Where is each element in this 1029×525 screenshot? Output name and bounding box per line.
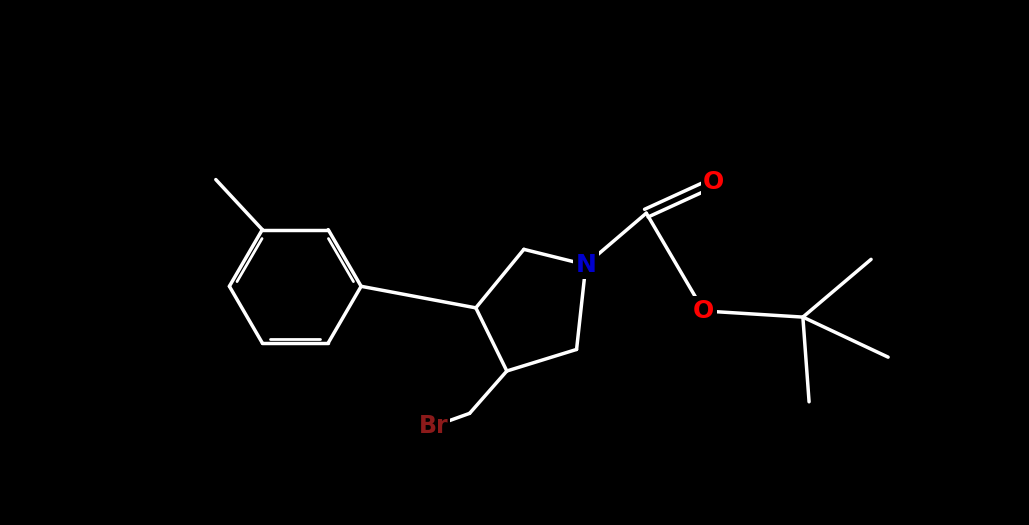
Text: O: O <box>703 170 724 194</box>
Text: N: N <box>575 253 597 277</box>
Text: O: O <box>694 299 714 323</box>
Text: Br: Br <box>419 414 448 438</box>
